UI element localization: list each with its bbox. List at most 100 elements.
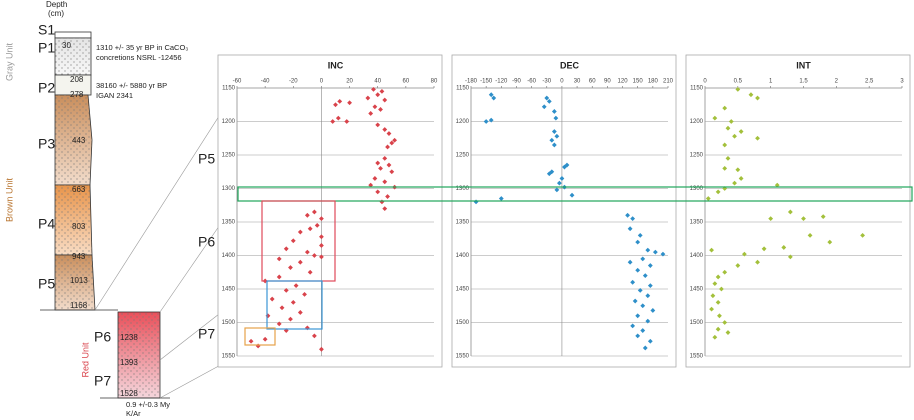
point	[382, 179, 388, 185]
point	[382, 97, 388, 103]
x-tick-label: 90	[604, 79, 611, 85]
x-tick-label: -60	[233, 79, 242, 85]
point	[722, 269, 728, 275]
x-tick-label: 1	[769, 79, 773, 85]
point	[645, 293, 651, 299]
point	[371, 86, 376, 92]
point	[709, 247, 714, 253]
y-tick-label: 1350	[456, 220, 470, 226]
point	[319, 346, 324, 352]
point	[488, 117, 494, 123]
x-tick-label: 0	[703, 79, 707, 85]
y-tick-label: 1500	[690, 320, 704, 326]
point	[319, 254, 324, 260]
point	[378, 107, 383, 112]
point	[635, 267, 641, 273]
point	[379, 88, 385, 94]
point	[710, 293, 716, 299]
date-note: concretions NSRL -12456	[96, 53, 182, 62]
date-note: IGAN 2341	[96, 91, 133, 100]
point	[551, 142, 557, 148]
point	[712, 334, 718, 340]
point	[715, 326, 721, 332]
point	[774, 182, 780, 188]
point	[722, 105, 728, 111]
x-tick-label: 2.5	[865, 79, 874, 85]
depth-label: 803	[72, 222, 86, 231]
point	[630, 323, 636, 329]
point	[556, 180, 562, 186]
point	[297, 229, 303, 235]
point	[372, 176, 378, 181]
depth-label: 943	[72, 252, 86, 261]
panel-frame	[685, 54, 911, 368]
point	[307, 269, 313, 275]
unit-label: P3	[38, 136, 55, 152]
point	[269, 296, 275, 302]
point	[755, 95, 760, 101]
point	[712, 115, 718, 121]
point	[386, 131, 392, 136]
point	[637, 287, 643, 293]
y-tick-label: 1400	[690, 253, 704, 259]
point	[283, 246, 289, 252]
x-tick-label: -20	[289, 79, 298, 85]
point	[302, 291, 307, 297]
point	[375, 160, 381, 166]
x-tick-label: 20	[346, 79, 353, 85]
point	[705, 196, 711, 201]
point	[725, 125, 731, 131]
depth-label: 278	[70, 90, 84, 99]
x-tick-label: 0	[320, 79, 324, 85]
point	[647, 263, 653, 268]
point	[755, 135, 760, 141]
point	[307, 226, 313, 232]
point	[709, 306, 714, 312]
x-tick-label: -120	[495, 79, 508, 85]
panels: INC-60 -40 -20 0 20 40 60 801150120012501300135…	[217, 54, 911, 368]
point	[642, 345, 648, 351]
point	[801, 216, 806, 222]
point	[742, 251, 747, 257]
y-tick-label: 1200	[690, 119, 704, 125]
x-tick-label: 2	[835, 79, 839, 85]
point	[652, 249, 658, 255]
highlight-boxes	[237, 186, 913, 346]
unit-label: P2	[38, 80, 55, 96]
panel-frame	[451, 54, 677, 368]
depth-label: 208	[70, 75, 84, 84]
depth-header: Depth	[46, 0, 67, 9]
point	[640, 328, 646, 333]
y-tick-label: 1450	[222, 287, 236, 293]
x-tick-label: 210	[663, 79, 674, 85]
point	[319, 234, 324, 240]
point	[297, 310, 303, 315]
point	[781, 245, 787, 250]
y-tick-label: 1550	[690, 354, 704, 360]
point	[635, 333, 641, 339]
point	[544, 95, 550, 101]
point	[378, 166, 383, 171]
point	[635, 313, 641, 319]
point	[368, 111, 374, 116]
point	[722, 142, 728, 148]
point	[807, 233, 813, 238]
y-tick-label: 1150	[690, 86, 704, 92]
point	[483, 119, 489, 124]
group-label: Brown Unit	[4, 177, 14, 222]
point	[293, 283, 299, 289]
point	[553, 115, 559, 121]
point	[347, 100, 352, 106]
point	[562, 164, 567, 170]
point	[650, 308, 656, 313]
point	[725, 155, 731, 161]
y-tick-label: 1400	[222, 253, 236, 259]
x-tick-label: -150	[480, 79, 493, 85]
y-tick-label: 1150	[456, 86, 470, 92]
panel: INT 0 0.5 1 1.5 2 2.5 3 1150 1200 1250 1300 1350 1400…	[685, 54, 911, 368]
x-tick-label: -40	[261, 79, 270, 85]
depth-label: 1393	[120, 358, 138, 367]
x-tick-label: 30	[574, 79, 581, 85]
point	[375, 189, 381, 195]
